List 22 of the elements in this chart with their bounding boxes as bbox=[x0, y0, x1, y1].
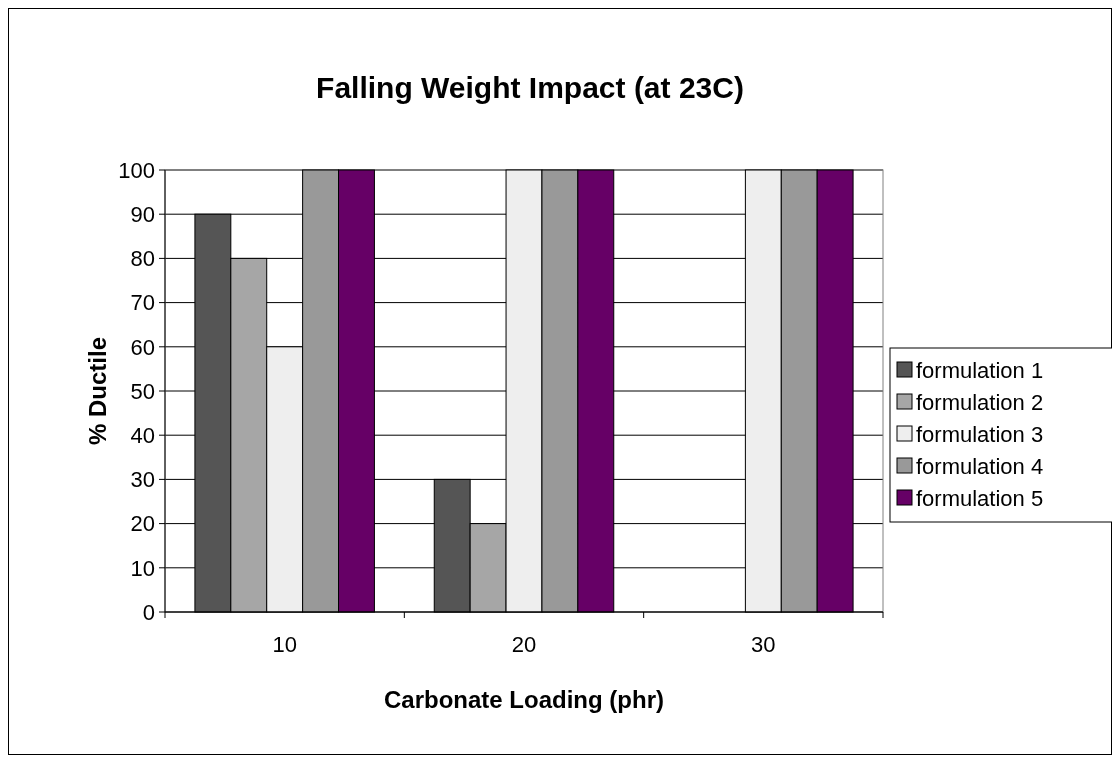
x-tick-label: 10 bbox=[272, 632, 297, 657]
legend-label: formulation 1 bbox=[916, 357, 1044, 383]
y-tick-label: 0 bbox=[142, 599, 155, 625]
y-tick-label: 80 bbox=[130, 246, 155, 272]
y-tick-label: 70 bbox=[130, 290, 155, 316]
x-tick-label: 20 bbox=[511, 632, 537, 657]
y-tick-label: 20 bbox=[130, 511, 155, 537]
y-tick-label: 90 bbox=[130, 201, 155, 227]
legend-label: formulation 2 bbox=[916, 389, 1044, 415]
y-tick-label: 50 bbox=[130, 378, 155, 404]
y-axis-title: % Ductile bbox=[84, 336, 111, 446]
legend-label: formulation 5 bbox=[916, 485, 1044, 511]
chart-title: Falling Weight Impact (at 23C) bbox=[316, 71, 744, 104]
y-tick-label: 100 bbox=[118, 157, 155, 183]
y-tick-label: 40 bbox=[130, 422, 155, 448]
x-tick-label: 30 bbox=[751, 632, 776, 657]
y-tick-label: 30 bbox=[130, 467, 155, 493]
y-tick-label: 10 bbox=[130, 555, 155, 581]
legend-label: formulation 3 bbox=[916, 421, 1044, 447]
x-axis-title: Carbonate Loading (phr) bbox=[384, 686, 664, 713]
y-tick-label: 60 bbox=[130, 334, 155, 360]
legend-label: formulation 4 bbox=[916, 453, 1044, 479]
